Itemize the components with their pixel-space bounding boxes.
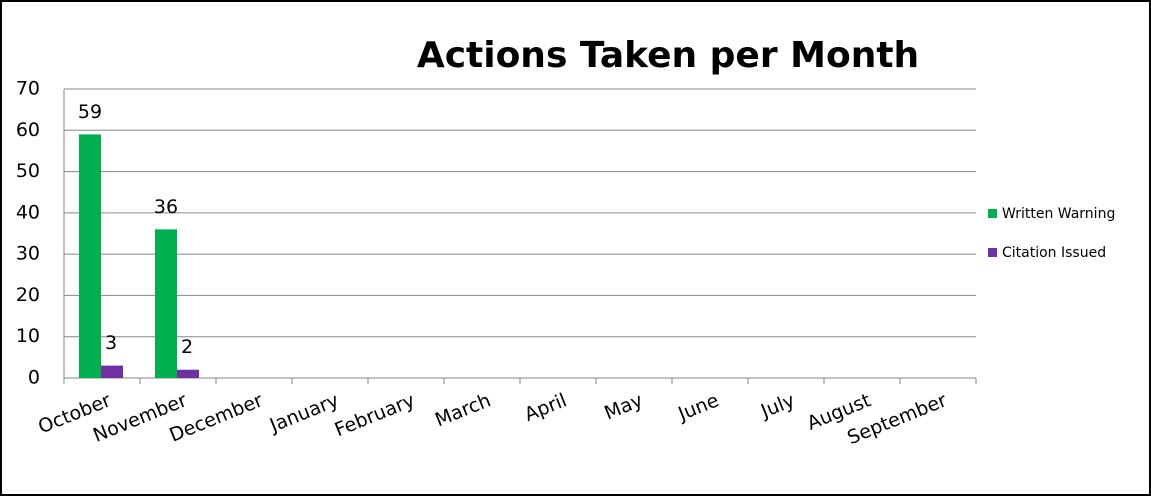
- legend-swatch: [988, 209, 997, 218]
- y-tick-label: 40: [16, 201, 40, 223]
- legend-swatch: [988, 248, 997, 257]
- y-tick-label: 20: [16, 284, 40, 306]
- bar: [155, 229, 177, 378]
- y-tick-label: 0: [28, 367, 40, 389]
- y-tick-label: 10: [16, 325, 40, 347]
- data-label: 2: [181, 336, 193, 358]
- data-label: 36: [154, 196, 178, 218]
- y-tick-label: 70: [16, 78, 40, 100]
- legend-label: Citation Issued: [1002, 245, 1106, 261]
- bar: [177, 369, 199, 378]
- legend-label: Written Warning: [1002, 206, 1115, 222]
- bar: [79, 134, 101, 378]
- y-tick-label: 60: [16, 119, 40, 141]
- bar: [101, 365, 123, 378]
- data-label: 59: [78, 101, 102, 123]
- data-label: 3: [105, 332, 117, 354]
- y-tick-label: 30: [16, 243, 40, 265]
- chart-title: Actions Taken per Month: [417, 35, 919, 76]
- y-tick-label: 50: [16, 160, 40, 182]
